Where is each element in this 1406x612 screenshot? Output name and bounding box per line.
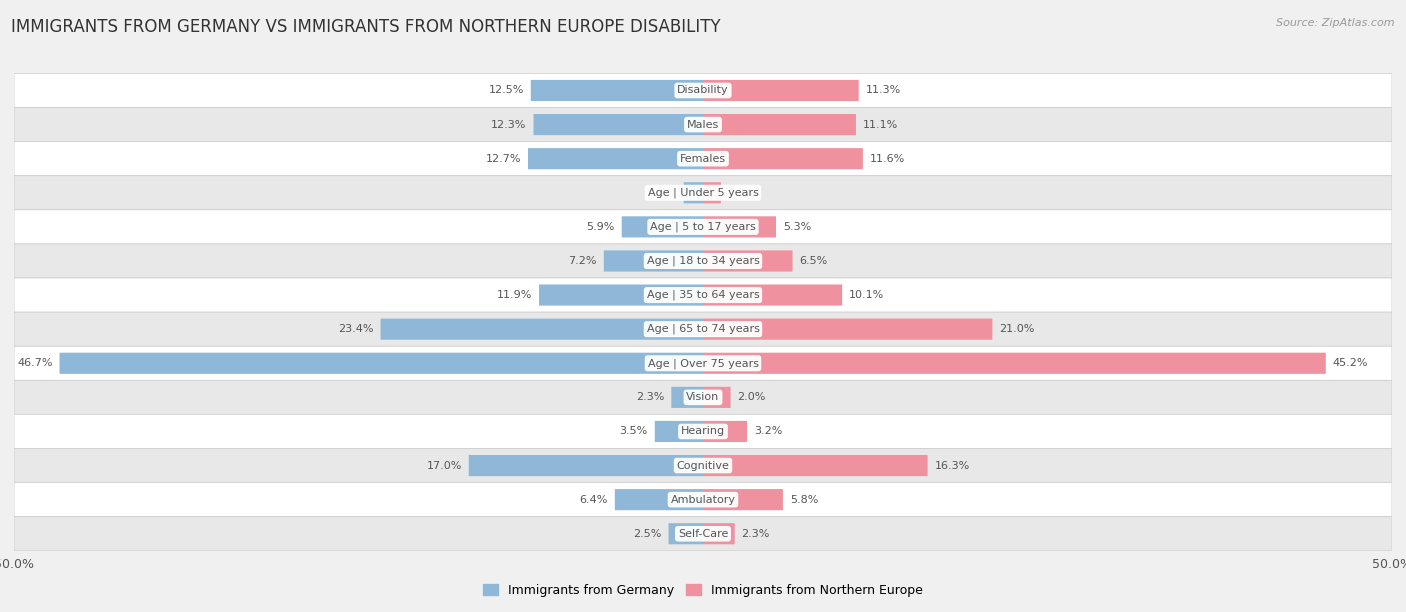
Text: Disability: Disability xyxy=(678,86,728,95)
FancyBboxPatch shape xyxy=(14,380,1392,414)
Text: 2.3%: 2.3% xyxy=(636,392,665,402)
Text: 3.5%: 3.5% xyxy=(620,427,648,436)
FancyBboxPatch shape xyxy=(669,523,703,544)
FancyBboxPatch shape xyxy=(14,449,1392,483)
Text: 11.9%: 11.9% xyxy=(496,290,531,300)
FancyBboxPatch shape xyxy=(14,108,1392,141)
Text: Males: Males xyxy=(688,119,718,130)
Text: 1.3%: 1.3% xyxy=(728,188,756,198)
Text: Age | Under 5 years: Age | Under 5 years xyxy=(648,187,758,198)
Text: 2.5%: 2.5% xyxy=(633,529,662,539)
Text: Cognitive: Cognitive xyxy=(676,461,730,471)
FancyBboxPatch shape xyxy=(703,353,1326,374)
Text: 6.5%: 6.5% xyxy=(800,256,828,266)
FancyBboxPatch shape xyxy=(14,210,1392,244)
Text: Source: ZipAtlas.com: Source: ZipAtlas.com xyxy=(1277,18,1395,28)
FancyBboxPatch shape xyxy=(621,216,703,237)
Text: 3.2%: 3.2% xyxy=(754,427,782,436)
FancyBboxPatch shape xyxy=(14,176,1392,210)
FancyBboxPatch shape xyxy=(703,80,859,101)
Text: 45.2%: 45.2% xyxy=(1333,358,1368,368)
Text: 5.3%: 5.3% xyxy=(783,222,811,232)
Text: Age | 18 to 34 years: Age | 18 to 34 years xyxy=(647,256,759,266)
FancyBboxPatch shape xyxy=(655,421,703,442)
Text: Age | Over 75 years: Age | Over 75 years xyxy=(648,358,758,368)
FancyBboxPatch shape xyxy=(703,250,793,272)
Text: Age | 65 to 74 years: Age | 65 to 74 years xyxy=(647,324,759,334)
FancyBboxPatch shape xyxy=(683,182,703,203)
Text: 46.7%: 46.7% xyxy=(17,358,52,368)
FancyBboxPatch shape xyxy=(14,244,1392,278)
Text: 1.4%: 1.4% xyxy=(648,188,676,198)
FancyBboxPatch shape xyxy=(703,319,993,340)
Text: 2.0%: 2.0% xyxy=(738,392,766,402)
Text: 11.3%: 11.3% xyxy=(866,86,901,95)
Text: Vision: Vision xyxy=(686,392,720,402)
Text: 6.4%: 6.4% xyxy=(579,494,607,505)
FancyBboxPatch shape xyxy=(529,148,703,170)
Legend: Immigrants from Germany, Immigrants from Northern Europe: Immigrants from Germany, Immigrants from… xyxy=(478,579,928,602)
Text: 11.6%: 11.6% xyxy=(870,154,905,163)
FancyBboxPatch shape xyxy=(603,250,703,272)
Text: Females: Females xyxy=(681,154,725,163)
Text: Self-Care: Self-Care xyxy=(678,529,728,539)
FancyBboxPatch shape xyxy=(381,319,703,340)
Text: 10.1%: 10.1% xyxy=(849,290,884,300)
Text: 12.5%: 12.5% xyxy=(488,86,524,95)
Text: Age | 35 to 64 years: Age | 35 to 64 years xyxy=(647,290,759,300)
Text: 12.7%: 12.7% xyxy=(485,154,522,163)
FancyBboxPatch shape xyxy=(703,387,731,408)
Text: Age | 5 to 17 years: Age | 5 to 17 years xyxy=(650,222,756,232)
FancyBboxPatch shape xyxy=(703,285,842,305)
FancyBboxPatch shape xyxy=(59,353,703,374)
FancyBboxPatch shape xyxy=(468,455,703,476)
FancyBboxPatch shape xyxy=(14,483,1392,517)
Text: 11.1%: 11.1% xyxy=(863,119,898,130)
FancyBboxPatch shape xyxy=(703,148,863,170)
Text: 5.8%: 5.8% xyxy=(790,494,818,505)
FancyBboxPatch shape xyxy=(703,114,856,135)
FancyBboxPatch shape xyxy=(14,414,1392,449)
FancyBboxPatch shape xyxy=(531,80,703,101)
FancyBboxPatch shape xyxy=(703,182,721,203)
FancyBboxPatch shape xyxy=(703,455,928,476)
FancyBboxPatch shape xyxy=(703,489,783,510)
FancyBboxPatch shape xyxy=(703,421,747,442)
Text: 7.2%: 7.2% xyxy=(568,256,598,266)
FancyBboxPatch shape xyxy=(14,346,1392,380)
FancyBboxPatch shape xyxy=(533,114,703,135)
Text: 21.0%: 21.0% xyxy=(1000,324,1035,334)
Text: 16.3%: 16.3% xyxy=(935,461,970,471)
Text: Ambulatory: Ambulatory xyxy=(671,494,735,505)
Text: IMMIGRANTS FROM GERMANY VS IMMIGRANTS FROM NORTHERN EUROPE DISABILITY: IMMIGRANTS FROM GERMANY VS IMMIGRANTS FR… xyxy=(11,18,721,36)
FancyBboxPatch shape xyxy=(14,312,1392,346)
FancyBboxPatch shape xyxy=(14,73,1392,108)
FancyBboxPatch shape xyxy=(703,216,776,237)
Text: 12.3%: 12.3% xyxy=(491,119,527,130)
FancyBboxPatch shape xyxy=(703,523,735,544)
FancyBboxPatch shape xyxy=(14,141,1392,176)
FancyBboxPatch shape xyxy=(614,489,703,510)
FancyBboxPatch shape xyxy=(538,285,703,305)
FancyBboxPatch shape xyxy=(14,517,1392,551)
Text: Hearing: Hearing xyxy=(681,427,725,436)
FancyBboxPatch shape xyxy=(671,387,703,408)
Text: 2.3%: 2.3% xyxy=(741,529,770,539)
Text: 23.4%: 23.4% xyxy=(339,324,374,334)
FancyBboxPatch shape xyxy=(14,278,1392,312)
Text: 5.9%: 5.9% xyxy=(586,222,614,232)
Text: 17.0%: 17.0% xyxy=(426,461,461,471)
